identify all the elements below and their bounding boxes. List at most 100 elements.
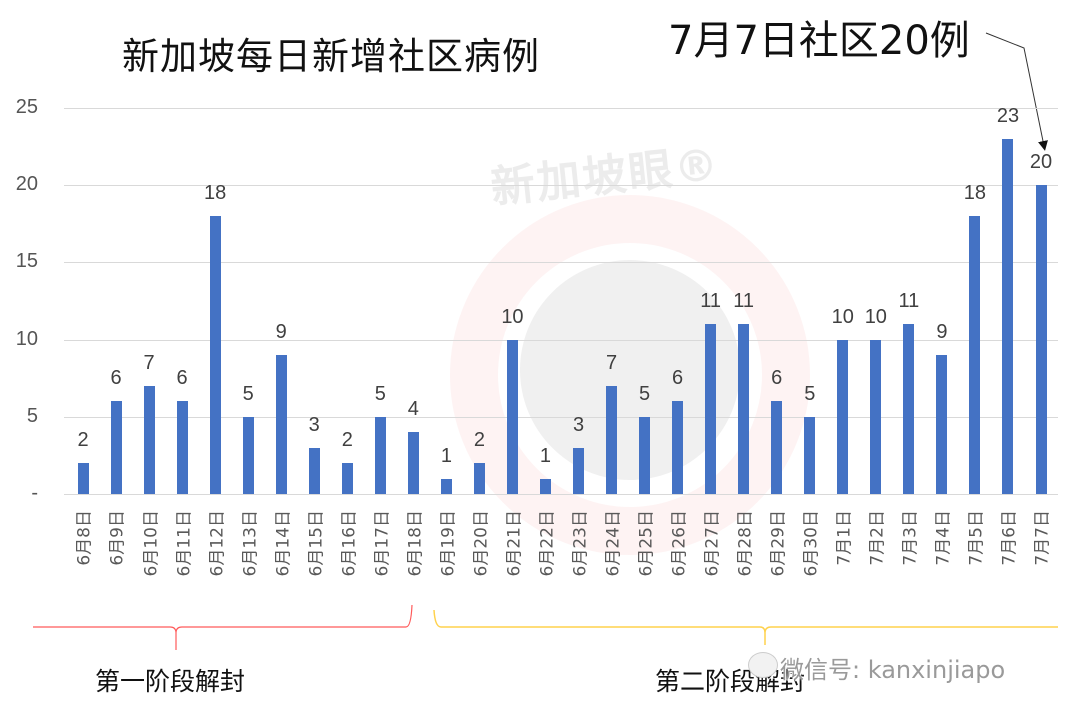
- x-tick-label: 6月19日: [438, 510, 459, 577]
- value-label: 9: [936, 321, 948, 344]
- value-label: 9: [275, 321, 287, 344]
- value-label: 5: [804, 382, 816, 405]
- y-tick-label: 15: [15, 250, 38, 273]
- y-tick-label: 25: [15, 96, 38, 118]
- x-tick-label: 6月8日: [75, 510, 95, 566]
- x-tick-label: 6月11日: [174, 510, 195, 577]
- bar: [903, 324, 915, 494]
- x-tick-label: 6月12日: [207, 510, 228, 577]
- chart-title: 新加坡每日新增社区病例: [122, 35, 540, 78]
- phase2-bracket: [433, 609, 1058, 645]
- bar: [506, 339, 518, 494]
- x-tick-label: 7月3日: [900, 510, 921, 566]
- value-label: 10: [831, 305, 854, 328]
- x-tick-label: 7月2日: [867, 510, 888, 566]
- phase1-bracket: [33, 604, 413, 650]
- bar: [870, 339, 882, 494]
- bar: [573, 447, 585, 494]
- bar: [639, 416, 651, 494]
- x-tick-label: 6月29日: [768, 510, 789, 577]
- value-label: 5: [374, 382, 386, 405]
- bar: [308, 447, 320, 494]
- bar: [143, 385, 155, 494]
- value-label: 10: [864, 305, 887, 328]
- value-label: 11: [898, 290, 920, 313]
- x-tick-label: 6月21日: [504, 510, 525, 577]
- value-label: 23: [996, 104, 1020, 127]
- x-tick-label: 6月14日: [273, 510, 294, 577]
- value-label: 2: [341, 429, 353, 452]
- value-label: 1: [440, 444, 452, 467]
- value-label: 11: [700, 290, 722, 313]
- x-tick-label: 6月27日: [702, 510, 723, 577]
- bar: [1035, 185, 1047, 494]
- bar: [242, 416, 254, 494]
- bar: [209, 216, 221, 494]
- value-label: 4: [407, 398, 419, 421]
- x-tick-label: 6月20日: [471, 510, 492, 577]
- x-tick-label: 6月18日: [405, 510, 426, 577]
- bar: [176, 401, 188, 494]
- wechat-icon: [748, 652, 778, 678]
- bar: [606, 385, 618, 494]
- bar: [804, 416, 816, 494]
- x-tick-label: 6月22日: [537, 510, 558, 577]
- gridline: [64, 185, 1058, 187]
- bar: [1002, 138, 1014, 494]
- value-label: 7: [605, 351, 618, 374]
- bar: [275, 355, 287, 494]
- bar: [440, 478, 452, 494]
- x-tick-label: 6月25日: [636, 510, 657, 577]
- bar: [341, 463, 353, 494]
- value-label: 20: [1029, 151, 1053, 174]
- x-tick-label: 6月23日: [570, 510, 591, 577]
- gridline: [64, 108, 1058, 109]
- bar: [771, 401, 783, 494]
- x-tick-label: 6月26日: [669, 510, 690, 577]
- x-tick-label: 6月30日: [801, 510, 822, 577]
- bar: [77, 463, 89, 494]
- bar: [738, 324, 750, 494]
- x-tick-label: 7月1日: [834, 510, 855, 566]
- bar: [837, 339, 849, 494]
- value-label: 3: [572, 413, 585, 436]
- phase2-label: 第二阶段解封: [655, 667, 806, 696]
- wechat-id: 微信号: kanxinjiapo: [780, 656, 1006, 684]
- gridline: [64, 494, 1058, 495]
- x-tick-label: 6月28日: [735, 510, 756, 577]
- bar: [110, 401, 122, 494]
- value-label: 18: [963, 182, 987, 205]
- x-tick-label: 6月17日: [372, 510, 393, 577]
- y-tick-label: 20: [15, 173, 38, 196]
- value-label: 2: [473, 429, 485, 452]
- watermark-logo-core: [520, 260, 740, 480]
- value-label: 6: [771, 367, 783, 390]
- gridline: [64, 416, 1058, 418]
- y-tick-label: 10: [15, 327, 38, 350]
- value-label: 10: [501, 305, 524, 328]
- value-label: 18: [204, 182, 227, 205]
- x-tick-label: 6月16日: [339, 510, 360, 577]
- bar: [539, 478, 551, 494]
- value-label: 2: [77, 429, 89, 452]
- value-label: 5: [639, 382, 651, 405]
- x-tick-label: 7月4日: [933, 510, 954, 566]
- bar: [407, 432, 419, 494]
- x-tick-label: 7月6日: [999, 510, 1020, 566]
- phase1-label: 第一阶段解封: [95, 667, 246, 696]
- x-tick-label: 6月10日: [141, 510, 162, 577]
- x-tick-label: 6月15日: [306, 510, 327, 577]
- bar: [473, 463, 485, 494]
- value-label: 5: [242, 382, 254, 405]
- bar: [672, 401, 684, 494]
- y-tick-label: 5: [26, 404, 38, 427]
- bar: [936, 355, 948, 494]
- bar: [374, 416, 386, 494]
- x-tick-label: 6月9日: [108, 510, 129, 566]
- value-label: 6: [110, 367, 122, 390]
- value-label: 6: [176, 367, 188, 390]
- bar: [705, 324, 717, 494]
- value-label: 1: [539, 444, 552, 467]
- gridline: [64, 339, 1058, 341]
